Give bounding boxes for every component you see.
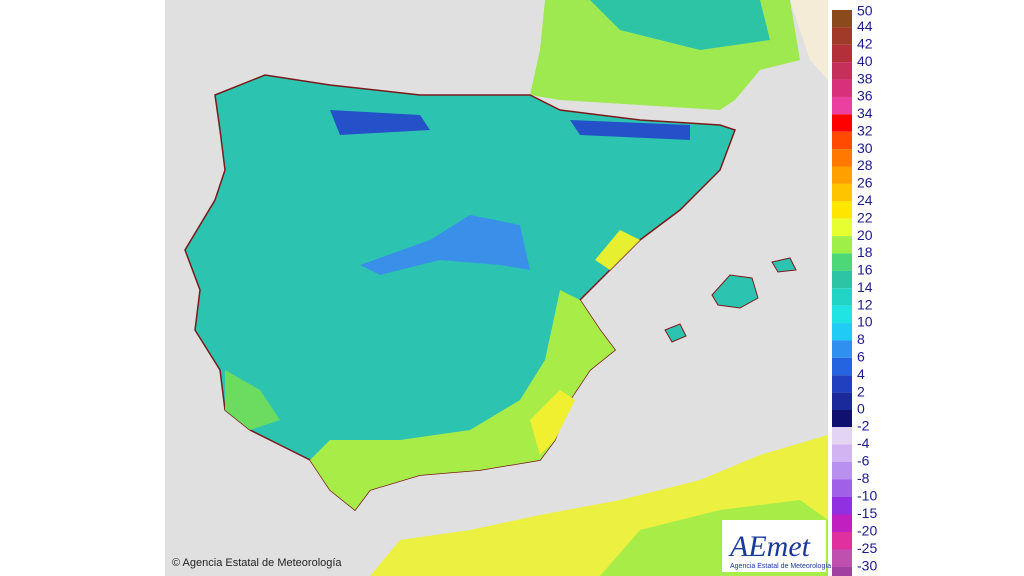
legend-label: -4 <box>857 435 870 451</box>
legend-label: 22 <box>857 209 873 225</box>
cold-mountains <box>570 120 690 140</box>
legend-label: 34 <box>857 105 873 121</box>
logo-name: AEmet <box>728 530 811 563</box>
legend-swatch <box>832 114 852 132</box>
legend-swatch <box>832 549 852 567</box>
hot-coast <box>595 230 640 270</box>
islands <box>664 257 797 343</box>
legend-swatch <box>832 305 852 324</box>
legend-swatch <box>832 375 852 393</box>
legend-swatch <box>832 131 852 150</box>
legend-label: 6 <box>857 349 865 365</box>
legend-swatch <box>832 410 852 428</box>
legend-label: 28 <box>857 157 873 173</box>
legend-swatch <box>832 323 852 341</box>
legend-label: 32 <box>857 122 873 138</box>
legend-swatch <box>832 567 852 576</box>
legend-swatch <box>832 253 852 271</box>
legend-label: -15 <box>857 505 877 521</box>
legend-swatch <box>832 288 852 306</box>
legend-swatch <box>832 27 852 45</box>
legend-label: 26 <box>857 175 873 191</box>
legend-swatch <box>832 340 852 358</box>
legend: 5044424038363432302826242220181614121086… <box>832 3 877 576</box>
legend-label: 50 <box>857 3 873 19</box>
legend-label: -6 <box>857 453 870 469</box>
legend-label: 42 <box>857 35 873 51</box>
legend-label: -20 <box>857 523 877 539</box>
legend-swatch <box>832 392 852 410</box>
legend-label: 36 <box>857 88 873 104</box>
legend-swatch <box>832 270 852 289</box>
legend-swatch <box>832 44 852 63</box>
logo-subtitle: Agencia Estatal de Meteorología <box>730 563 831 570</box>
legend-label: 44 <box>857 18 873 34</box>
legend-swatch <box>832 427 852 445</box>
legend-label: 2 <box>857 383 865 399</box>
legend-swatch <box>832 532 852 550</box>
legend-label: 24 <box>857 192 873 208</box>
legend-swatch <box>832 201 852 219</box>
legend-swatch <box>832 218 852 237</box>
warm-coast <box>225 370 280 430</box>
legend-swatch <box>832 357 852 376</box>
legend-swatch <box>832 96 852 115</box>
legend-swatch <box>832 183 852 202</box>
legend-swatch <box>832 462 852 480</box>
legend-label: 16 <box>857 262 873 278</box>
foreign-land <box>790 0 828 80</box>
warm-coast <box>310 290 615 510</box>
legend-swatch <box>832 444 852 462</box>
legend-label: -8 <box>857 470 870 486</box>
copyright: © Agencia Estatal de Meteorología <box>172 557 342 569</box>
legend-label: -25 <box>857 540 877 556</box>
legend-swatch <box>832 166 852 184</box>
legend-swatch <box>832 497 852 515</box>
cold-mountains <box>360 215 530 275</box>
legend-label: 10 <box>857 314 873 330</box>
legend-label: 18 <box>857 244 873 260</box>
legend-label: 14 <box>857 279 873 295</box>
legend-label: 38 <box>857 70 873 86</box>
legend-label: 40 <box>857 53 873 69</box>
legend-label: 30 <box>857 140 873 156</box>
legend-label: 8 <box>857 331 865 347</box>
logo-box <box>722 520 826 572</box>
legend-swatch <box>832 514 852 532</box>
legend-swatch <box>832 79 852 97</box>
legend-label: -10 <box>857 488 877 504</box>
legend-swatch <box>832 479 852 497</box>
legend-label: 4 <box>857 366 865 382</box>
legend-swatch <box>832 236 852 254</box>
legend-swatch <box>832 10 852 28</box>
hot-coast <box>530 390 575 455</box>
legend-label: 20 <box>857 227 873 243</box>
legend-label: -2 <box>857 418 870 434</box>
legend-label: 0 <box>857 401 865 417</box>
france-highlands <box>590 0 770 50</box>
cold-mountains <box>330 110 430 135</box>
legend-label: -30 <box>857 558 877 574</box>
legend-swatch <box>832 62 852 80</box>
legend-swatch <box>832 149 852 167</box>
legend-label: 12 <box>857 296 873 312</box>
